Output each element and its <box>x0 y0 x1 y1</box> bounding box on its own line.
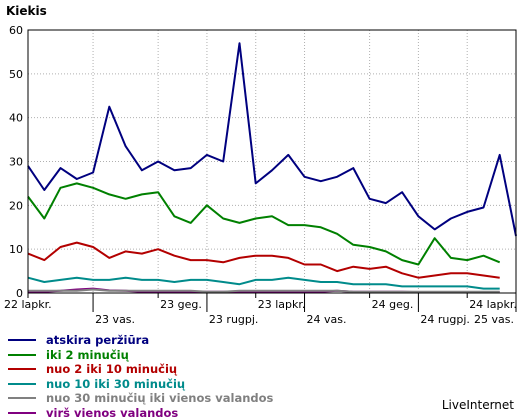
y-tick-label-1: 10 <box>9 243 23 256</box>
brand-label: LiveInternet <box>442 398 514 412</box>
legend-swatch-5 <box>8 412 36 414</box>
x-tick-label-8: 24 lapkr. <box>469 298 517 311</box>
legend-swatch-0 <box>8 339 36 341</box>
y-tick-label-2: 20 <box>9 199 23 212</box>
x-tick-label-7: 24 rugpj. <box>420 313 470 326</box>
legend-swatch-2 <box>8 368 36 370</box>
x-tick-label-9: 25 vas. <box>474 313 514 326</box>
x-tick-label-3: 23 rugpj. <box>209 313 259 326</box>
x-tick-label-6: 24 geg. <box>372 298 414 311</box>
legend-swatch-3 <box>8 383 36 385</box>
x-tick-label-5: 24 vas. <box>307 313 347 326</box>
legend-label-2: nuo 2 iki 10 minučių <box>46 362 177 376</box>
legend-item-0: atskira peržiūra <box>8 333 273 348</box>
x-tick-label-4: 23 lapkr. <box>258 298 306 311</box>
legend-swatch-1 <box>8 354 36 356</box>
x-tick-label-0: 22 lapkr. <box>4 298 52 311</box>
legend-label-4: nuo 30 minučių iki vienos valandos <box>46 391 273 405</box>
legend-item-3: nuo 10 iki 30 minučių <box>8 377 273 392</box>
y-tick-label-3: 30 <box>9 156 23 169</box>
legend-swatch-4 <box>8 397 36 399</box>
x-axis-ticks: 22 lapkr. 23 vas. 23 geg. 23 rugpj. 23 lapkr… <box>4 293 520 326</box>
y-tick-label-6: 60 <box>9 24 23 37</box>
y-tick-label-4: 40 <box>9 112 23 125</box>
y-axis-label: Kiekis <box>6 4 47 18</box>
y-tick-label-5: 50 <box>9 68 23 81</box>
legend-label-3: nuo 10 iki 30 minučių <box>46 377 185 391</box>
legend-item-1: iki 2 minučių <box>8 348 273 363</box>
x-tick-label-2: 23 geg. <box>160 298 202 311</box>
legend-label-1: iki 2 minučių <box>46 348 129 362</box>
x-tick-label-1: 23 vas. <box>95 313 135 326</box>
legend-item-2: nuo 2 iki 10 minučių <box>8 362 273 377</box>
legend-item-4: nuo 30 minučių iki vienos valandos <box>8 391 273 406</box>
legend-label-0: atskira peržiūra <box>46 333 149 347</box>
